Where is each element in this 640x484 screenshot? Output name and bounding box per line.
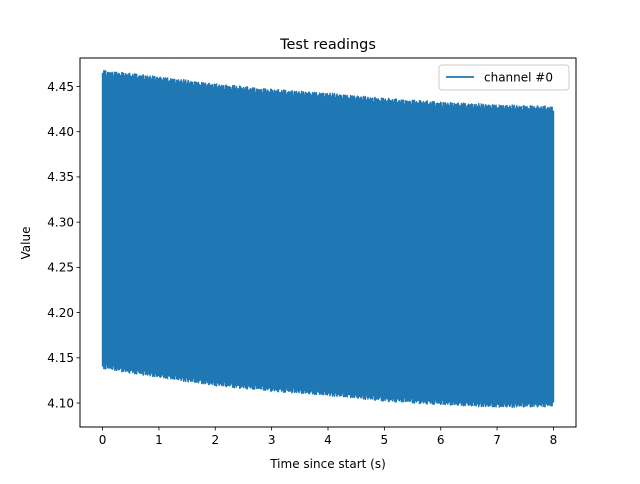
x-tick-label: 7: [493, 433, 501, 447]
x-tick-label: 6: [437, 433, 445, 447]
legend-box: [438, 64, 570, 91]
legend-entry-label: channel #0: [484, 71, 553, 85]
x-tick-label: 8: [550, 433, 558, 447]
ticks-layer: 0 1 2 3 4 5 6 7 8 4.10 4.15 4.20 4.25 4.30 4.35 4.40 4.4…: [47, 80, 557, 447]
y-tick-label: 4.20: [47, 306, 74, 320]
x-tick-label: 3: [268, 433, 276, 447]
x-tick-label: 0: [99, 433, 107, 447]
x-tick-label: 2: [211, 433, 219, 447]
y-tick-label: 4.15: [47, 351, 74, 365]
x-tick-label: 5: [381, 433, 389, 447]
x-tick-label: 4: [324, 433, 332, 447]
y-tick-label: 4.10: [47, 396, 74, 410]
y-tick-label: 4.45: [47, 80, 74, 94]
x-axis-label: Time since start (s): [269, 457, 386, 471]
chart-title: Test readings: [279, 37, 376, 53]
legend: channel #0: [438, 64, 570, 91]
x-tick-label: 1: [155, 433, 163, 447]
series-line-channel-0: [101, 70, 555, 408]
y-tick-label: 4.25: [47, 261, 74, 275]
y-tick-label: 4.40: [47, 125, 74, 139]
y-tick-label: 4.30: [47, 215, 74, 229]
plot-layer: [101, 70, 555, 408]
y-tick-label: 4.35: [47, 170, 74, 184]
y-axis-label: Value: [19, 227, 33, 260]
